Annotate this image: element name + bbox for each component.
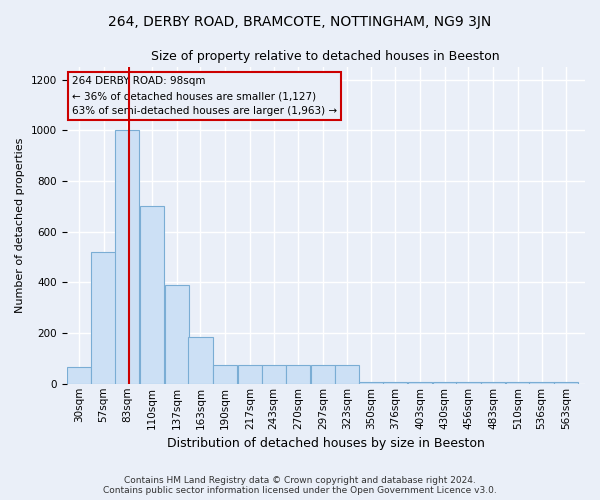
Bar <box>188 337 212 384</box>
Bar <box>286 365 310 384</box>
Bar <box>115 130 139 384</box>
Bar <box>164 285 189 384</box>
Bar <box>335 365 359 384</box>
Bar <box>529 382 554 384</box>
Bar <box>238 365 262 384</box>
Text: 264 DERBY ROAD: 98sqm
← 36% of detached houses are smaller (1,127)
63% of semi-d: 264 DERBY ROAD: 98sqm ← 36% of detached … <box>72 76 337 116</box>
Bar <box>262 365 286 384</box>
Y-axis label: Number of detached properties: Number of detached properties <box>15 138 25 313</box>
Bar <box>554 382 578 384</box>
Bar <box>359 382 383 384</box>
Text: 264, DERBY ROAD, BRAMCOTE, NOTTINGHAM, NG9 3JN: 264, DERBY ROAD, BRAMCOTE, NOTTINGHAM, N… <box>109 15 491 29</box>
Bar <box>67 368 91 384</box>
Bar <box>213 365 237 384</box>
Bar <box>311 365 335 384</box>
Bar <box>433 382 457 384</box>
Title: Size of property relative to detached houses in Beeston: Size of property relative to detached ho… <box>151 50 500 63</box>
Bar <box>383 382 407 384</box>
Bar <box>481 382 505 384</box>
Bar <box>456 382 481 384</box>
Bar <box>506 382 530 384</box>
Bar <box>91 252 116 384</box>
Text: Contains HM Land Registry data © Crown copyright and database right 2024.
Contai: Contains HM Land Registry data © Crown c… <box>103 476 497 495</box>
X-axis label: Distribution of detached houses by size in Beeston: Distribution of detached houses by size … <box>167 437 485 450</box>
Bar <box>140 206 164 384</box>
Bar <box>408 382 432 384</box>
